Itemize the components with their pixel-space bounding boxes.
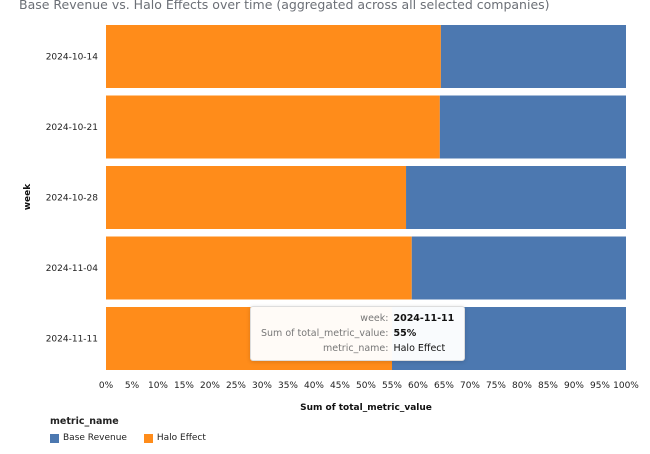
chart-title: Base Revenue vs. Halo Effects over time … <box>19 0 550 12</box>
bar-base-revenue[interactable] <box>440 25 626 88</box>
legend-title: metric_name <box>50 416 119 427</box>
x-tick-label: 30% <box>252 381 272 391</box>
tooltip-key-value: Sum of total_metric_value: <box>261 328 389 339</box>
x-tick-label: 70% <box>460 381 480 391</box>
y-tick-label: 2024-11-11 <box>46 335 98 345</box>
x-tick-label: 20% <box>200 381 220 391</box>
x-tick-label: 95% <box>590 381 610 391</box>
y-tick-label: 2024-11-04 <box>46 264 99 274</box>
y-axis-title: week <box>23 183 33 211</box>
x-tick-label: 45% <box>330 381 350 391</box>
x-tick-label: 35% <box>278 381 298 391</box>
legend-swatch <box>143 433 153 443</box>
tooltip-value-value: 55% <box>393 328 417 339</box>
x-tick-label: 0% <box>99 381 114 391</box>
legend-item-base-revenue[interactable]: Base Revenue <box>50 433 127 443</box>
tooltip-key-week: week: <box>360 313 389 324</box>
y-tick-label: 2024-10-14 <box>46 53 99 63</box>
bar-halo-effect[interactable] <box>106 25 441 88</box>
x-tick-label: 75% <box>486 381 506 391</box>
bar-halo-effect[interactable] <box>106 166 407 229</box>
y-tick-label: 2024-10-21 <box>46 123 98 133</box>
x-tick-label: 100% <box>613 381 639 391</box>
x-tick-label: 60% <box>408 381 428 391</box>
x-tick-label: 90% <box>564 381 584 391</box>
x-tick-label: 65% <box>434 381 454 391</box>
x-tick-label: 55% <box>382 381 402 391</box>
x-tick-label: 10% <box>148 381 168 391</box>
y-tick-label: 2024-10-28 <box>46 194 99 204</box>
legend-label: Base Revenue <box>63 433 127 443</box>
tooltip-key-metric: metric_name: <box>322 343 389 354</box>
bar-halo-effect[interactable] <box>106 236 412 300</box>
legend-item-halo-effect[interactable]: Halo Effect <box>143 433 206 443</box>
x-tick-label: 15% <box>174 381 194 391</box>
tooltip-value-week: 2024-11-11 <box>393 313 455 324</box>
bar-base-revenue[interactable] <box>439 95 626 159</box>
bar-halo-effect[interactable] <box>106 95 440 159</box>
tooltip: week: 2024-11-11 Sum of total_metric_valu… <box>250 306 466 361</box>
x-tick-label: 5% <box>125 381 140 391</box>
legend: metric_name Base Revenue Halo Effect <box>50 416 220 446</box>
legend-label: Halo Effect <box>156 433 206 443</box>
legend-swatch <box>50 433 59 443</box>
bar-base-revenue[interactable] <box>411 236 626 300</box>
x-tick-label: 85% <box>538 381 558 391</box>
x-tick-label: 50% <box>356 381 376 391</box>
x-tick-label: 40% <box>304 381 324 391</box>
x-axis-title: Sum of total_metric_value <box>300 403 432 413</box>
x-tick-label: 25% <box>226 381 246 391</box>
bar-base-revenue[interactable] <box>406 166 626 229</box>
x-tick-label: 80% <box>512 381 532 391</box>
tooltip-value-metric: Halo Effect <box>393 343 446 354</box>
